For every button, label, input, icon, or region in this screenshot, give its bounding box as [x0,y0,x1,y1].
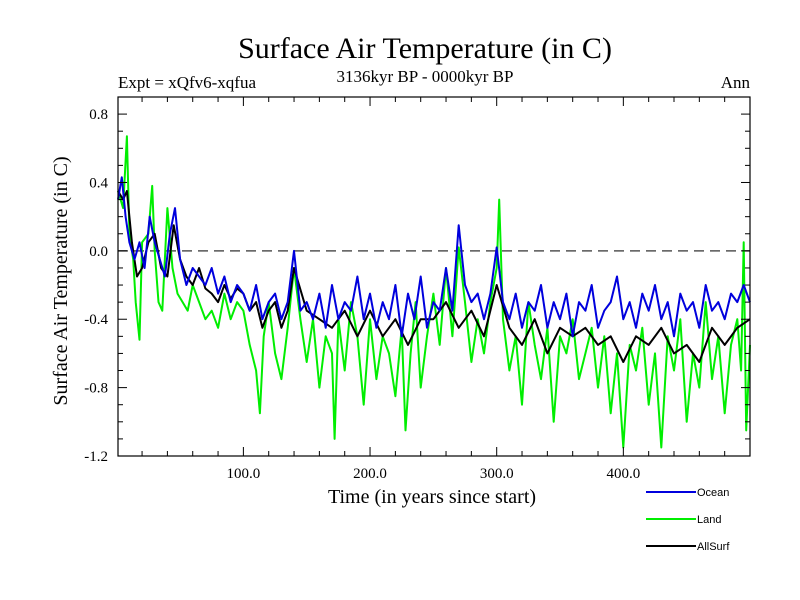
legend: Ocean Land AllSurf [646,487,730,553]
plot-frame [117,96,751,457]
legend-label-land: Land [697,514,721,526]
x-tick-label: 400.0 [606,466,640,482]
legend-label-allsurf: AllSurf [697,541,730,553]
tick-labels: -1.2 -0.8 -0.4 0.0 0.4 0.8 100.0 200.0 300.0 400.… [84,107,640,482]
chart-title: Surface Air Temperature (in C) [238,32,612,65]
season-label: Ann [721,73,751,92]
axes [117,96,751,457]
x-tick-label: 200.0 [353,466,387,482]
y-tick-label: 0.0 [89,244,108,260]
x-tick-label: 300.0 [480,466,514,482]
y-tick-label: 0.8 [89,107,108,123]
x-tick-label: 100.0 [227,466,261,482]
chart-subtitle: 3136kyr BP - 0000kyr BP [337,67,514,86]
experiment-label: Expt = xQfv6-xqfua [118,73,256,92]
legend-label-ocean: Ocean [697,487,729,499]
y-tick-label: 0.4 [89,175,108,191]
y-tick-label: -0.8 [84,381,108,397]
series-line-land [117,135,751,449]
y-tick-label: -1.2 [84,449,108,465]
x-axis-label: Time (in years since start) [328,486,536,508]
series-line-ocean [117,176,751,338]
y-axis-label: Surface Air Temperature (in C) [50,156,72,405]
series-layer [117,135,751,449]
y-tick-label: -0.4 [84,312,108,328]
